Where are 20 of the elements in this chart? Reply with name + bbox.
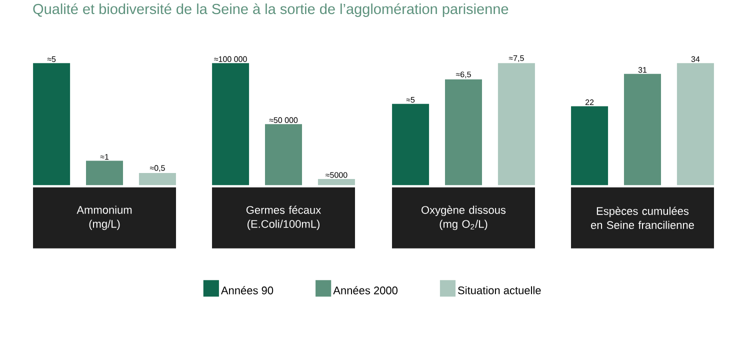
data-label: ≈7,5 — [508, 55, 524, 62]
data-label: ≈100 000 — [214, 56, 247, 62]
x-axis-title: Oxygène dissous (mg O$_{2}$/L) — [422, 206, 506, 230]
x-axis-title: Germes fécaux (E.Coli/100mL) — [246, 206, 321, 230]
legend-label: Situation actuelle — [458, 286, 541, 294]
data-label: ≈5000 — [326, 172, 348, 178]
data-label: 31 — [638, 66, 647, 73]
x-axis-title: Espèces cumulées en Seine francilienne — [590, 206, 694, 229]
data-label: ≈0,5 — [150, 165, 165, 172]
data-label: ≈1 — [100, 154, 109, 160]
x-axis-title: Ammonium (mg/L) — [76, 206, 132, 230]
legend-label: Années 2000 — [333, 286, 398, 294]
data-label: ≈5 — [47, 56, 56, 62]
data-label: 22 — [585, 99, 594, 105]
data-label: 34 — [691, 56, 700, 62]
data-label: ≈50 000 — [269, 117, 298, 123]
data-label: ≈5 — [406, 96, 415, 103]
legend-label: Années 90 — [220, 286, 274, 294]
text: Qualité et biodiversité de la Seine à la sortie de l’agglomération parisienne — [33, 3, 508, 17]
data-label: ≈6,5 — [456, 72, 471, 78]
